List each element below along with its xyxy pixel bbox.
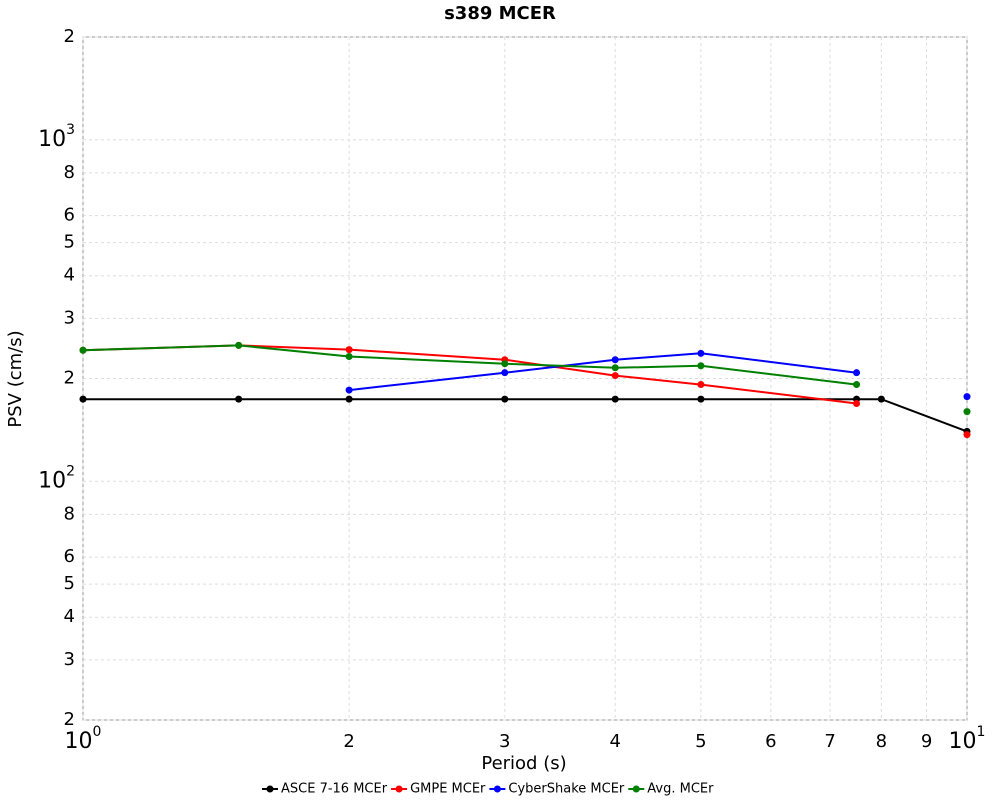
tick-base: 2 [64,26,75,47]
data-point [853,369,861,377]
data-point [345,386,353,394]
tick-label: 6 [64,205,75,226]
data-point [963,431,971,439]
tick-label: 4 [609,731,620,752]
tick-label: 8 [876,731,887,752]
x-axis-label: Period (s) [481,753,566,774]
data-point [697,395,705,403]
legend-label: Avg. MCEr [647,782,714,797]
data-point [611,395,619,403]
legend-label: GMPE MCEr [410,782,486,797]
tick-label: 4 [64,265,75,286]
tick-label: 5 [64,573,75,594]
tick-label: 103 [38,122,75,152]
legend-marker [632,785,640,793]
tick-base: 4 [64,606,75,627]
tick-base: 3 [64,307,75,328]
tick-base: 4 [64,265,75,286]
tick-label: 5 [64,232,75,253]
data-point [853,381,861,389]
tick-label: 2 [343,731,354,752]
data-point [501,360,509,368]
data-point [963,393,971,401]
legend-marker [493,785,501,793]
data-point [611,356,619,364]
data-point [697,349,705,357]
plot-area [82,36,968,721]
tick-label: 8 [64,162,75,183]
data-point [877,395,885,403]
tick-label: 7 [824,731,835,752]
tick-base: 8 [64,503,75,524]
tick-label: 100 [65,724,102,754]
data-point [611,364,619,372]
data-point [345,395,353,403]
tick-label: 2 [64,709,75,730]
tick-label: 6 [765,731,776,752]
tick-exponent: 3 [66,122,75,138]
y-axis-label: PSV (cm/s) [5,330,26,427]
tick-label: 3 [64,307,75,328]
data-point [611,372,619,380]
tick-label: 3 [499,731,510,752]
tick-label: 3 [64,649,75,670]
data-point [235,395,243,403]
legend-marker [395,785,403,793]
tick-base: 5 [64,232,75,253]
tick-base: 2 [64,368,75,389]
tick-base: 6 [64,205,75,226]
legend: ASCE 7-16 MCEr GMPE MCEr CyberShake MCEr Av… [262,782,714,797]
legend-label: CyberShake MCEr [508,782,625,797]
tick-base: 10 [38,127,66,152]
tick-label: 2 [64,368,75,389]
legend-marker [266,785,274,793]
data-point [235,341,243,349]
tick-exponent: 2 [66,463,75,479]
data-point [963,408,971,416]
chart-title: s389 MCER [444,3,556,24]
data-point [853,399,861,407]
tick-label: 4 [64,606,75,627]
tick-label: 6 [64,546,75,567]
tick-base: 2 [64,709,75,730]
tick-base: 5 [64,573,75,594]
tick-base: 6 [64,546,75,567]
tick-label: 9 [921,731,932,752]
data-point [501,395,509,403]
tick-label: 8 [64,503,75,524]
tick-base: 3 [64,649,75,670]
legend-label: ASCE 7-16 MCEr [281,782,388,797]
data-point [79,395,87,403]
data-point [697,362,705,370]
data-point [697,381,705,389]
tick-base: 8 [64,162,75,183]
tick-label: 5 [695,731,706,752]
tick-label: 2 [64,26,75,47]
tick-base: 10 [65,729,93,754]
tick-base: 10 [38,468,66,493]
data-point [345,346,353,354]
data-point [501,369,509,377]
data-point [79,346,87,354]
tick-label: 101 [949,724,986,754]
tick-exponent: 0 [93,724,102,740]
tick-base: 10 [949,729,977,754]
tick-exponent: 1 [977,724,986,740]
tick-label: 102 [38,463,75,493]
data-point [345,352,353,360]
